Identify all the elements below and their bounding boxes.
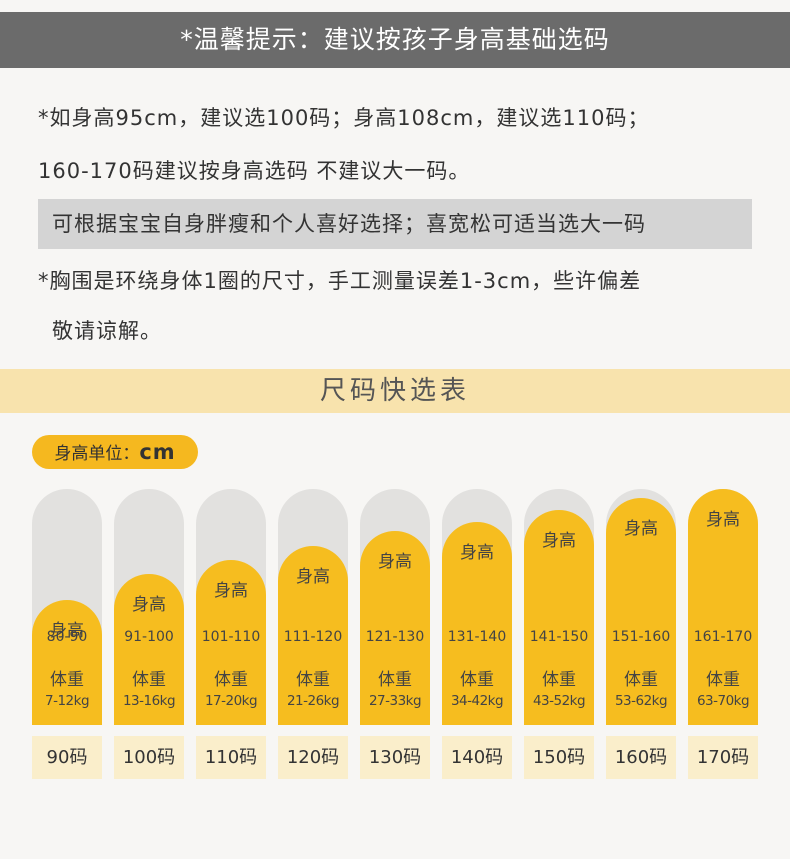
size-label: 120码	[278, 736, 348, 779]
height-label: 身高	[132, 595, 166, 615]
size-column: 身高 161-170 体重 63-70kg	[688, 489, 758, 725]
height-label: 身高	[542, 531, 576, 551]
size-label: 90码	[32, 736, 102, 779]
height-bar	[442, 522, 512, 725]
height-label: 身高	[460, 543, 494, 563]
height-range: 121-130	[365, 629, 425, 645]
height-range: 131-140	[447, 629, 507, 645]
weight-label: 体重	[214, 670, 248, 690]
height-bar	[688, 489, 758, 725]
weight-range: 53-62kg	[614, 693, 668, 709]
unit-badge: 身高单位：cm	[32, 435, 198, 469]
height-label: 身高	[378, 552, 412, 572]
section-band	[0, 369, 790, 413]
weight-range: 21-26kg	[286, 693, 340, 709]
weight-range: 17-20kg	[204, 693, 258, 709]
note-line-4: 敬请谅解。	[52, 319, 162, 343]
size-label: 130码	[360, 736, 430, 779]
note-highlight: 可根据宝宝自身胖瘦和个人喜好选择；喜宽松可适当选大一码	[38, 199, 752, 249]
size-label: 150码	[524, 736, 594, 779]
height-label: 身高	[624, 519, 658, 539]
height-range: 111-120	[283, 629, 343, 645]
weight-label: 体重	[296, 670, 330, 690]
size-label: 110码	[196, 736, 266, 779]
height-bar	[360, 531, 430, 725]
height-bar	[196, 560, 266, 725]
size-label: 100码	[114, 736, 184, 779]
weight-label: 体重	[50, 670, 84, 690]
weight-label: 体重	[624, 670, 658, 690]
height-bar	[524, 510, 594, 725]
weight-label: 体重	[542, 670, 576, 690]
weight-range: 13-16kg	[122, 693, 176, 709]
height-label: 身高	[706, 510, 740, 530]
size-column: 身高 91-100 体重 13-16kg	[114, 489, 184, 725]
height-range: 151-160	[611, 629, 671, 645]
size-label: 160码	[606, 736, 676, 779]
height-bar	[32, 600, 102, 725]
note-line-2: 160-170码建议按身高选码 不建议大一码。	[38, 159, 471, 183]
height-range: 101-110	[201, 629, 261, 645]
size-column: 身高 121-130 体重 27-33kg	[360, 489, 430, 725]
height-bar	[606, 498, 676, 725]
note-line-3: *胸围是环绕身体1圈的尺寸，手工测量误差1-3cm，些许偏差	[38, 269, 642, 293]
note-line-1: *如身高95cm，建议选100码；身高108cm，建议选110码；	[38, 106, 650, 130]
weight-range: 7-12kg	[44, 693, 90, 709]
height-label: 身高	[50, 621, 84, 641]
unit-value: cm	[139, 440, 176, 464]
height-bar	[114, 574, 184, 725]
height-range: 91-100	[124, 629, 174, 645]
weight-label: 体重	[706, 670, 740, 690]
height-range: 141-150	[529, 629, 589, 645]
tip-banner: *温馨提示：建议按孩子身高基础选码	[0, 12, 790, 68]
weight-label: 体重	[378, 670, 412, 690]
size-column: 身高 80-90 体重 7-12kg	[32, 489, 102, 725]
section-title: 尺码快选表	[319, 376, 470, 406]
unit-label: 身高单位：	[54, 444, 140, 464]
weight-range: 43-52kg	[532, 693, 586, 709]
size-label: 170码	[688, 736, 758, 779]
weight-range: 27-33kg	[368, 693, 422, 709]
size-column: 身高 131-140 体重 34-42kg	[442, 489, 512, 725]
height-range: 80-90	[46, 629, 88, 645]
size-column: 身高 101-110 体重 17-20kg	[196, 489, 266, 725]
size-label: 140码	[442, 736, 512, 779]
weight-label: 体重	[132, 670, 166, 690]
height-bar	[278, 546, 348, 725]
height-range: 161-170	[693, 629, 753, 645]
size-column: 身高 151-160 体重 53-62kg	[606, 489, 676, 725]
height-label: 身高	[214, 581, 248, 601]
height-label: 身高	[296, 567, 330, 587]
weight-range: 34-42kg	[450, 693, 504, 709]
weight-label: 体重	[460, 670, 494, 690]
size-column: 身高 111-120 体重 21-26kg	[278, 489, 348, 725]
size-column: 身高 141-150 体重 43-52kg	[524, 489, 594, 725]
weight-range: 63-70kg	[696, 693, 750, 709]
